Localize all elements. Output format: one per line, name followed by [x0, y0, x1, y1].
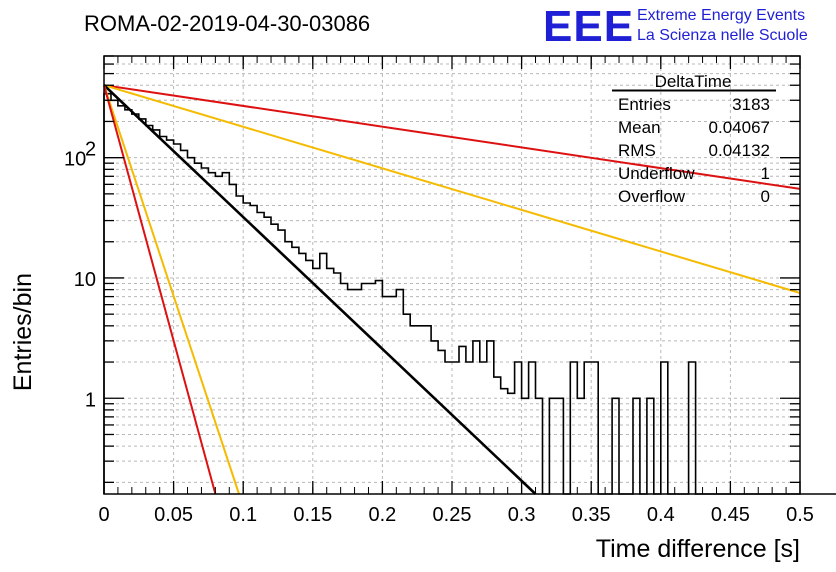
histogram-outline [103, 92, 836, 495]
stats-box: DeltaTime Entries 3183 Mean 0.04067 RMS 0.041… [612, 72, 776, 206]
y-tick-label-exponent: 2 [85, 139, 96, 161]
stats-row-value: 3183 [732, 95, 770, 114]
fit-lines [103, 84, 801, 495]
histogram [103, 92, 836, 495]
y-axis-label: Entries/bin [9, 273, 37, 391]
eee-logo: EEE Extreme Energy Events La Scienza nel… [543, 2, 808, 51]
x-axis-label: Time difference [s] [596, 535, 800, 563]
x-tick-label: 0.25 [433, 504, 472, 526]
x-axis-ticks: 0 0.05 0.1 0.15 0.2 0.25 0.3 0.35 0.4 0.45 0.5 [98, 56, 814, 526]
x-tick-label: 0.45 [711, 504, 750, 526]
x-tick-label: 0 [98, 504, 109, 526]
stats-row-value: 0.04067 [709, 118, 770, 137]
fit-line-3 [103, 84, 537, 495]
x-tick-label: 0.05 [154, 504, 193, 526]
stats-row-label: Underflow [618, 164, 695, 183]
fit-line-5 [103, 84, 217, 495]
stats-row-value: 0.04132 [709, 141, 770, 160]
logo-letters: EEE [543, 2, 634, 51]
x-tick-label: 0.2 [368, 504, 396, 526]
chart-title: ROMA-02-2019-04-30-03086 [84, 11, 370, 36]
logo-line-2: La Scienza nelle Scuole [637, 27, 808, 44]
x-tick-label: 0.15 [293, 504, 332, 526]
x-tick-label: 0.4 [647, 504, 675, 526]
x-tick-label: 0.3 [508, 504, 536, 526]
stats-row-value: 1 [761, 164, 770, 183]
fit-line-4 [103, 84, 240, 495]
y-tick-label: 1 [85, 389, 96, 411]
fit-line-1 [103, 84, 801, 190]
stats-row-label: Overflow [618, 187, 686, 206]
stats-title: DeltaTime [655, 72, 732, 91]
stats-row-value: 0 [761, 187, 770, 206]
stats-row-label: Mean [618, 118, 661, 137]
y-tick-label: 10 [74, 269, 96, 291]
stats-row-label: Entries [618, 95, 671, 114]
fit-line-2 [103, 84, 801, 294]
y-tick-label: 10 [64, 149, 86, 171]
x-tick-label: 0.5 [786, 504, 814, 526]
x-tick-label: 0.1 [229, 504, 257, 526]
logo-line-1: Extreme Energy Events [637, 7, 805, 24]
x-tick-label: 0.35 [572, 504, 611, 526]
stats-row-label: RMS [618, 141, 656, 160]
